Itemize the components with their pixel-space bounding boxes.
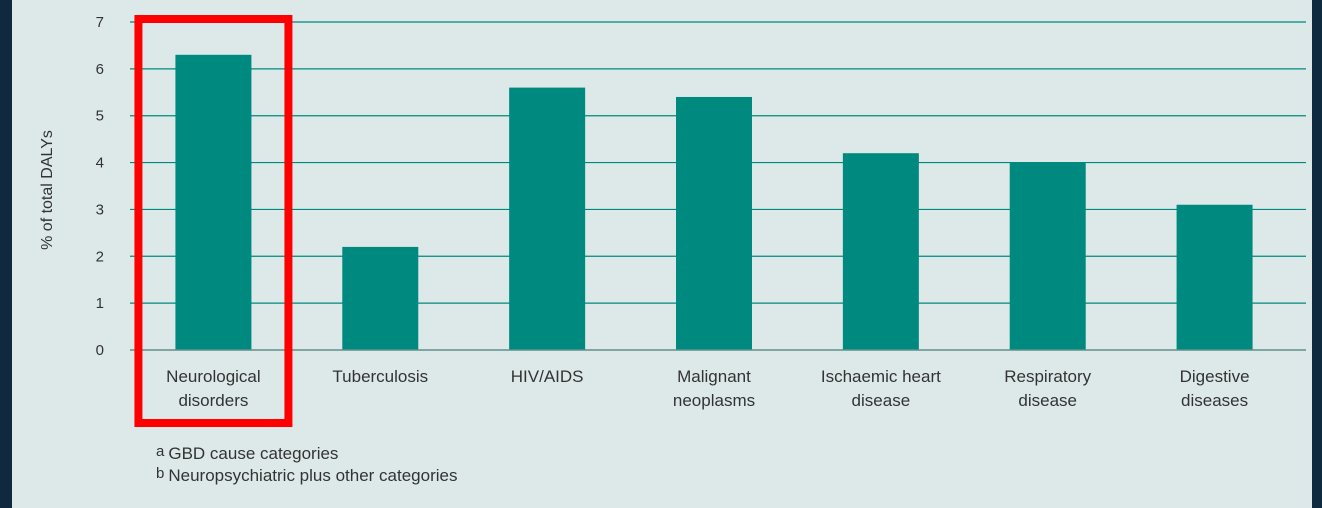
footnote-marker: a xyxy=(156,443,165,460)
bar xyxy=(175,54,252,351)
x-category-label: Malignant neoplasms xyxy=(673,367,755,410)
y-tick-label: 5 xyxy=(96,108,104,125)
x-category-label: Tuberculosis xyxy=(332,367,428,386)
footnote-text: Neuropsychiatric plus other categories xyxy=(168,466,458,485)
bar xyxy=(1176,204,1253,350)
y-tick-label: 7 xyxy=(96,14,104,31)
x-category-label: Digestive diseases xyxy=(1180,367,1250,410)
x-category-label: Neurological disorders xyxy=(166,367,261,410)
y-tick-label: 1 xyxy=(96,295,104,312)
x-category-label: Ischaemic heart disease xyxy=(821,367,941,410)
bar xyxy=(1009,162,1086,350)
footnote-marker: b xyxy=(156,465,165,482)
bar xyxy=(342,246,419,350)
footnotes: a GBD cause categories b Neuropsychiatric … xyxy=(156,442,458,486)
bar xyxy=(842,153,919,350)
y-tick-label: 2 xyxy=(96,248,104,265)
y-tick-label: 4 xyxy=(96,155,104,172)
x-axis-categories: Neurological disorders Tuberculosis HIV/AID… xyxy=(166,367,1249,410)
footnote-a: a GBD cause categories xyxy=(156,442,458,464)
y-tick-label: 3 xyxy=(96,201,104,218)
footnote-text: GBD cause categories xyxy=(168,444,339,463)
x-category-label: HIV/AIDS xyxy=(511,367,584,386)
x-category-label: Respiratory disease xyxy=(1004,367,1091,410)
y-tick-label: 0 xyxy=(96,342,104,359)
y-tick-label: 6 xyxy=(96,61,104,78)
footnote-b: b Neuropsychiatric plus other categories xyxy=(156,464,458,486)
bar xyxy=(509,87,586,350)
highlight-box xyxy=(134,15,293,427)
bar xyxy=(676,96,752,350)
bars xyxy=(175,54,1253,351)
y-axis-ticks: 0 1 2 3 4 5 6 7 xyxy=(96,14,104,359)
y-axis-label: % of total DALYs xyxy=(39,130,56,250)
